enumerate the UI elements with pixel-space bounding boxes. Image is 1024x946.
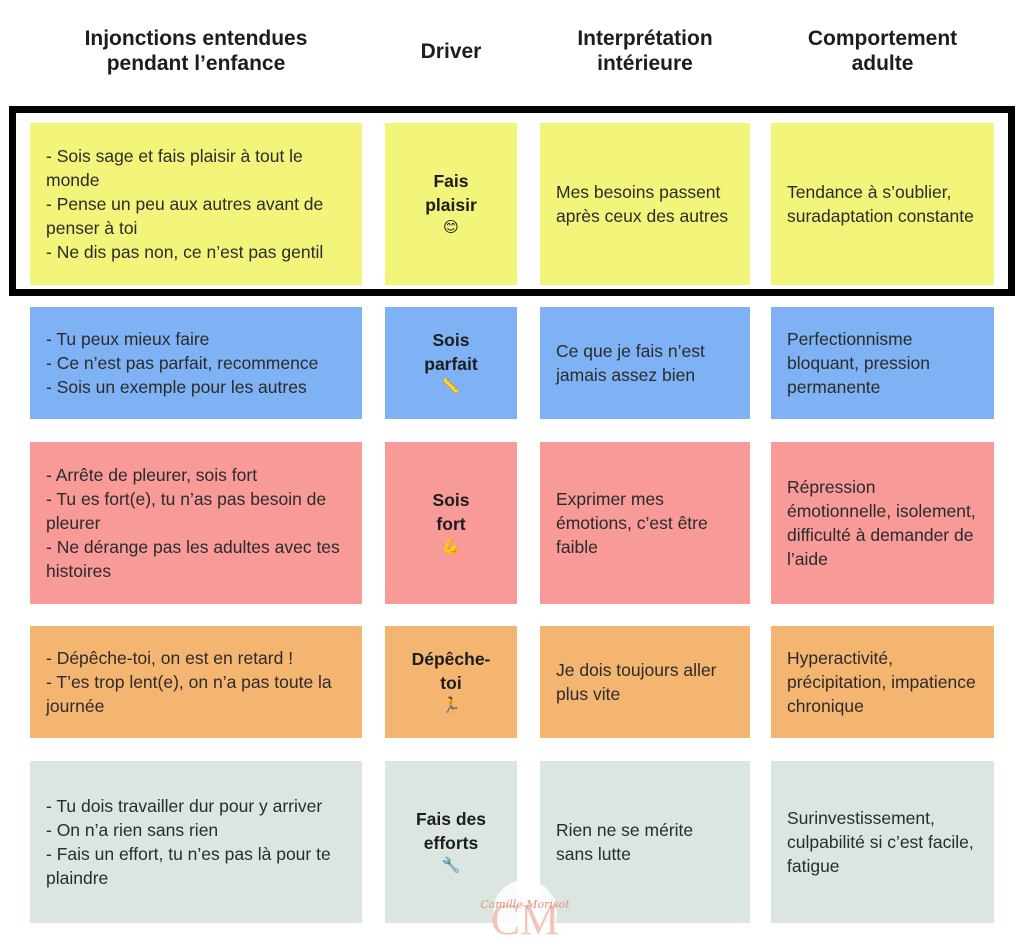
driver-label: Fais plaisir: [425, 171, 477, 215]
driver-card: Dépêche- toi 🏃: [385, 626, 517, 738]
interpretation-card: Mes besoins passent après ceux des autre…: [540, 123, 750, 285]
interpretation-card: Rien ne se mérite sans lutte: [540, 761, 750, 923]
header-behavior: Comportement adulte: [807, 27, 958, 75]
behavior-card: Hyperactivité, précipitation, impatience…: [771, 626, 994, 738]
behavior-card: Tendance à s’oublier, suradaptation cons…: [771, 123, 994, 285]
interpretation-card: Ce que je fais n’est jamais assez bien: [540, 307, 750, 419]
injunctions-card: - Dépêche-toi, on est en retard ! - T’es…: [30, 626, 362, 738]
header-driver: Driver: [420, 39, 482, 63]
behavior-card: Surinvestissement, culpabilité si c’est …: [771, 761, 994, 923]
ruler-icon: 📏: [441, 378, 461, 395]
driver-card: Sois parfait 📏: [385, 307, 517, 419]
injunctions-card: - Tu peux mieux faire - Ce n’est pas par…: [30, 307, 362, 419]
driver-label: Sois fort: [432, 490, 470, 534]
driver-card: Sois fort 💪: [385, 442, 517, 604]
injunctions-card: - Arrête de pleurer, sois fort - Tu es f…: [30, 442, 362, 604]
wrench-icon: 🔧: [441, 857, 461, 874]
runner-icon: 🏃: [441, 697, 461, 714]
header-injunctions: Injonctions entendues pendant l’enfance: [84, 27, 308, 75]
flexed-biceps-icon: 💪: [441, 538, 461, 555]
behavior-card: Perfectionnisme bloquant, pression perma…: [771, 307, 994, 419]
interpretation-card: Exprimer mes émotions, c’est être faible: [540, 442, 750, 604]
interpretation-card: Je dois toujours aller plus vite: [540, 626, 750, 738]
watermark-monogram: CM: [491, 895, 559, 944]
driver-card: Fais plaisir 😊: [385, 123, 517, 285]
injunctions-card: - Sois sage et fais plaisir à tout le mo…: [30, 123, 362, 285]
driver-label: Fais des efforts: [415, 809, 487, 853]
driver-label: Sois parfait: [424, 330, 478, 374]
watermark-signature: Camille Morisot: [480, 898, 570, 911]
behavior-card: Répression émotionnelle, isolement, diff…: [771, 442, 994, 604]
driver-card: Fais des efforts 🔧: [385, 761, 517, 923]
injunctions-card: - Tu dois travailler dur pour y arriver …: [30, 761, 362, 923]
smile-icon: 😊: [443, 219, 459, 236]
driver-label: Dépêche- toi: [411, 649, 491, 693]
header-interpretation: Interprétation intérieure: [577, 27, 713, 75]
watermark-logo: CM Camille Morisot: [480, 880, 570, 944]
